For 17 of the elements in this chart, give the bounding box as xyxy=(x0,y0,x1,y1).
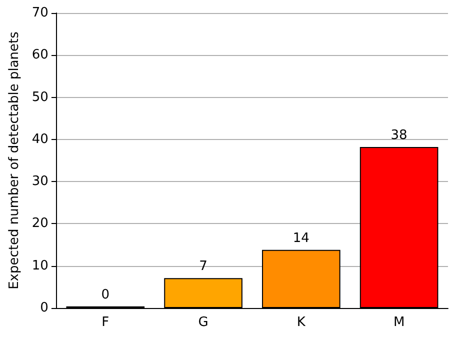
x-tick-label: G xyxy=(198,315,208,330)
x-tick-label: M xyxy=(393,315,405,330)
y-tick-label: 50 xyxy=(32,90,48,105)
x-tick-label: F xyxy=(102,315,110,330)
data-label: 38 xyxy=(390,128,408,144)
y-tick-label: 10 xyxy=(32,258,48,274)
y-tick-label: 60 xyxy=(32,48,48,63)
x-tick-label: K xyxy=(296,315,306,330)
data-label: 14 xyxy=(292,230,310,246)
y-tick-label: 30 xyxy=(32,174,48,190)
data-label: 0 xyxy=(101,287,110,302)
y-axis-title: Expected number of detectable planets xyxy=(7,31,22,290)
y-tick-label: 40 xyxy=(32,132,48,147)
y-tick-label: 70 xyxy=(32,6,48,20)
y-tick-label: 0 xyxy=(40,300,48,316)
data-label: 7 xyxy=(199,259,208,274)
y-tick-label: 20 xyxy=(32,216,48,232)
